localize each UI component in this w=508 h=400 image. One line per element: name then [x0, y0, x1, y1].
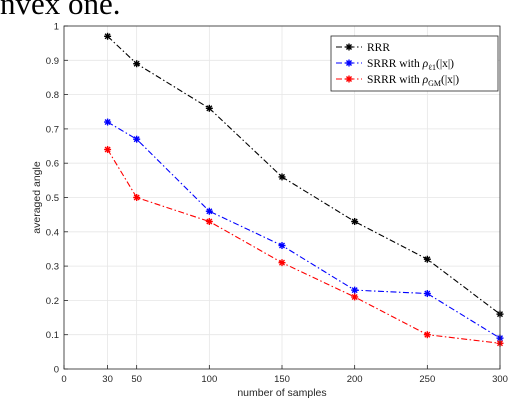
- y-axis-label: averaged angle: [31, 161, 43, 234]
- data-point-marker: [104, 118, 112, 126]
- legend-item: SRRR with ρℓ1(|x|): [336, 58, 454, 72]
- y-tick-label: 0.6: [46, 159, 59, 170]
- data-point-marker: [423, 331, 431, 339]
- data-point-marker: [104, 145, 112, 153]
- x-tick-label: 300: [492, 374, 508, 385]
- x-tick-label: 200: [347, 374, 363, 385]
- data-point-marker: [205, 104, 213, 112]
- preceding-text-fragment: nvex one.: [0, 0, 121, 21]
- legend-item: RRR: [336, 42, 390, 54]
- y-tick-label: 0.1: [46, 330, 59, 341]
- y-tick-label: 1: [54, 22, 59, 33]
- series-line: [104, 118, 504, 342]
- legend-box: [330, 35, 499, 92]
- data-point-marker: [278, 259, 286, 267]
- legend: RRR SRRR with ρℓ1(|x|) SRRR with ρGM(|x|): [330, 35, 499, 92]
- data-point-marker: [345, 59, 353, 67]
- legend-label: SRRR with ρGM(|x|): [367, 74, 459, 88]
- legend-label: RRR: [367, 42, 390, 54]
- y-tick-label: 0.2: [46, 296, 59, 307]
- x-tick-label: 0: [61, 374, 66, 385]
- data-point-marker: [351, 218, 359, 226]
- data-point-marker: [345, 75, 353, 83]
- data-point-marker: [205, 218, 213, 226]
- legend-item: SRRR with ρGM(|x|): [336, 74, 459, 88]
- y-tick-label: 0.4: [46, 227, 59, 238]
- y-tick-label: 0.8: [46, 90, 59, 101]
- series-layer: [104, 32, 504, 347]
- data-point-marker: [423, 255, 431, 263]
- x-axis-label: number of samples: [237, 387, 326, 399]
- data-point-marker: [104, 32, 112, 40]
- data-point-marker: [133, 135, 141, 143]
- x-tick-label: 250: [419, 374, 435, 385]
- data-point-marker: [278, 242, 286, 250]
- data-point-marker: [351, 286, 359, 294]
- y-tick-label: 0.9: [46, 56, 59, 67]
- y-tick-label: 0: [54, 365, 59, 376]
- x-tick-label: 100: [201, 374, 217, 385]
- x-tick-label: 50: [131, 374, 142, 385]
- data-point-marker: [205, 207, 213, 215]
- y-tick-label: 0.5: [46, 193, 59, 204]
- legend-label: SRRR with ρℓ1(|x|): [367, 58, 454, 72]
- data-point-marker: [423, 290, 431, 298]
- data-point-marker: [133, 60, 141, 68]
- x-tick-label: 150: [274, 374, 290, 385]
- x-tick-label: 30: [102, 374, 113, 385]
- data-point-marker: [278, 173, 286, 181]
- y-tick-label: 0.3: [46, 262, 59, 273]
- data-point-marker: [345, 43, 353, 51]
- axis-ticks: 0 30 50 100 150 200 250 300 0 0.1 0.2 0.3 0.4 0.5 0.6 0…: [46, 22, 508, 386]
- data-point-marker: [351, 293, 359, 301]
- data-point-marker: [133, 194, 141, 201]
- y-tick-label: 0.7: [46, 124, 59, 135]
